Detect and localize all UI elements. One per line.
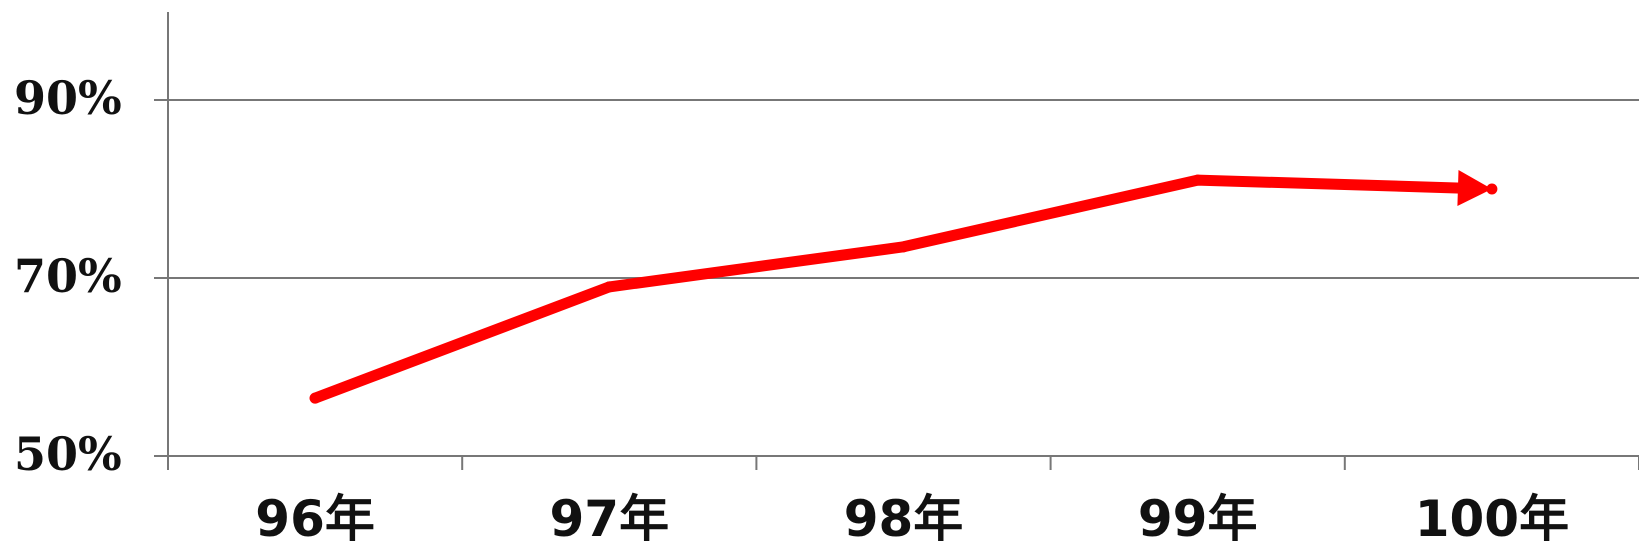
- data-point: [1192, 174, 1204, 186]
- data-point: [898, 241, 909, 253]
- x-tick-label: 97年: [550, 490, 670, 548]
- data-point: [1486, 183, 1498, 195]
- series: [309, 170, 1498, 404]
- x-tick-label: 100年: [1415, 490, 1569, 548]
- data-point: [309, 392, 321, 404]
- series-arrowhead: [1457, 170, 1492, 206]
- data-point: [603, 281, 615, 293]
- gridlines: [154, 99, 1639, 457]
- x-tick-label: 96年: [255, 490, 375, 548]
- series-line: [309, 174, 1471, 404]
- x-tick-labels: 96年 97年 98年 99年 100年: [255, 490, 1569, 548]
- x-tick-label: 98年: [844, 490, 964, 548]
- y-tick-label: 70%: [14, 249, 122, 303]
- y-tick-label: 90%: [14, 71, 122, 125]
- y-tick-labels: 50% 70% 90%: [14, 71, 122, 481]
- axes: [167, 12, 1639, 470]
- y-tick-label: 50%: [14, 427, 122, 481]
- x-tick-label: 99年: [1138, 490, 1258, 548]
